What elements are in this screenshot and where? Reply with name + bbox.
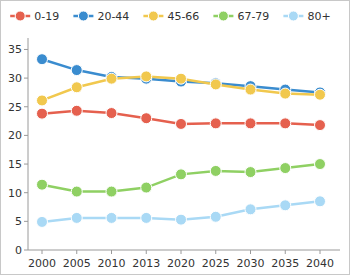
series-marker[interactable]	[37, 54, 48, 65]
series-marker[interactable]	[71, 65, 82, 76]
x-tick	[250, 250, 251, 254]
series-marker[interactable]	[141, 182, 152, 193]
x-tick	[285, 250, 286, 254]
x-tick	[215, 250, 216, 254]
series-line	[42, 59, 320, 92]
series-marker[interactable]	[71, 82, 82, 93]
series-marker[interactable]	[71, 212, 82, 223]
x-tick-label: 2020	[167, 257, 195, 270]
series-marker[interactable]	[71, 186, 82, 197]
y-tick-label: 20	[8, 129, 22, 142]
y-axis	[28, 38, 29, 250]
y-tick-label: 25	[8, 101, 22, 114]
y-tick	[24, 106, 28, 107]
series-marker[interactable]	[176, 118, 187, 129]
series-marker[interactable]	[280, 163, 291, 174]
series-marker[interactable]	[210, 165, 221, 176]
x-tick	[76, 250, 77, 254]
legend-label[interactable]: 80+	[307, 10, 330, 23]
series-marker[interactable]	[176, 169, 187, 180]
x-tick	[146, 250, 147, 254]
series-marker[interactable]	[210, 79, 221, 90]
series-marker[interactable]	[245, 118, 256, 129]
legend-label[interactable]: 45-66	[167, 10, 199, 23]
series-marker[interactable]	[315, 120, 326, 131]
legend: 0-19 20-44 45-66 67-79 80+	[10, 10, 330, 23]
series-marker[interactable]	[280, 200, 291, 211]
series-marker[interactable]	[106, 73, 117, 84]
series-marker[interactable]	[280, 88, 291, 99]
chart-container: 0510152025303520002005201020132020202520…	[0, 0, 350, 275]
y-tick	[24, 250, 28, 251]
legend-marker	[288, 11, 298, 21]
legend-marker	[218, 11, 228, 21]
y-tick-label: 30	[8, 72, 22, 85]
series-marker[interactable]	[106, 108, 117, 119]
y-tick-label: 0	[15, 244, 22, 257]
series-marker[interactable]	[37, 179, 48, 190]
y-tick-label: 5	[15, 215, 22, 228]
legend-label[interactable]: 67-79	[237, 10, 269, 23]
x-tick-label: 2010	[98, 257, 126, 270]
series-marker[interactable]	[141, 212, 152, 223]
x-tick	[42, 250, 43, 254]
series-marker[interactable]	[141, 113, 152, 124]
frame	[1, 1, 350, 275]
chart: 0510152025303520002005201020132020202520…	[0, 0, 350, 275]
y-tick	[24, 78, 28, 79]
series-marker[interactable]	[315, 159, 326, 170]
y-tick	[24, 192, 28, 193]
x-tick-label: 2000	[28, 257, 56, 270]
x-tick-label: 2040	[306, 257, 334, 270]
x-tick-label: 2005	[63, 257, 91, 270]
x-tick	[181, 250, 182, 254]
legend-label[interactable]: 20-44	[97, 10, 129, 23]
series-line	[42, 164, 320, 192]
y-tick-label: 15	[8, 158, 22, 171]
series-marker[interactable]	[176, 214, 187, 225]
y-tick-label: 10	[8, 187, 22, 200]
series-marker[interactable]	[245, 84, 256, 95]
series-marker[interactable]	[176, 73, 187, 84]
legend-marker	[15, 11, 25, 21]
y-tick	[24, 221, 28, 222]
x-tick	[320, 250, 321, 254]
series-group	[37, 54, 326, 228]
series-marker[interactable]	[245, 204, 256, 215]
legend-label[interactable]: 0-19	[34, 10, 59, 23]
y-tick	[24, 135, 28, 136]
x-tick-label: 2035	[271, 257, 299, 270]
series-marker[interactable]	[71, 105, 82, 116]
x-tick-label: 2030	[237, 257, 265, 270]
y-tick	[24, 49, 28, 50]
series-marker[interactable]	[37, 216, 48, 227]
legend-marker	[78, 11, 88, 21]
y-tick-label: 35	[8, 43, 22, 56]
x-tick	[111, 250, 112, 254]
y-tick	[24, 164, 28, 165]
series-marker[interactable]	[315, 196, 326, 207]
series-marker[interactable]	[37, 108, 48, 119]
series-marker[interactable]	[106, 212, 117, 223]
series-marker[interactable]	[210, 211, 221, 222]
x-axis	[28, 250, 340, 251]
series-marker[interactable]	[141, 71, 152, 82]
series-marker[interactable]	[245, 167, 256, 178]
series-marker[interactable]	[37, 95, 48, 106]
series-marker[interactable]	[315, 89, 326, 100]
series-marker[interactable]	[106, 186, 117, 197]
series-marker[interactable]	[280, 118, 291, 129]
series-marker[interactable]	[210, 118, 221, 129]
x-tick-label: 2025	[202, 257, 230, 270]
x-tick-label: 2013	[132, 257, 160, 270]
legend-marker	[148, 11, 158, 21]
